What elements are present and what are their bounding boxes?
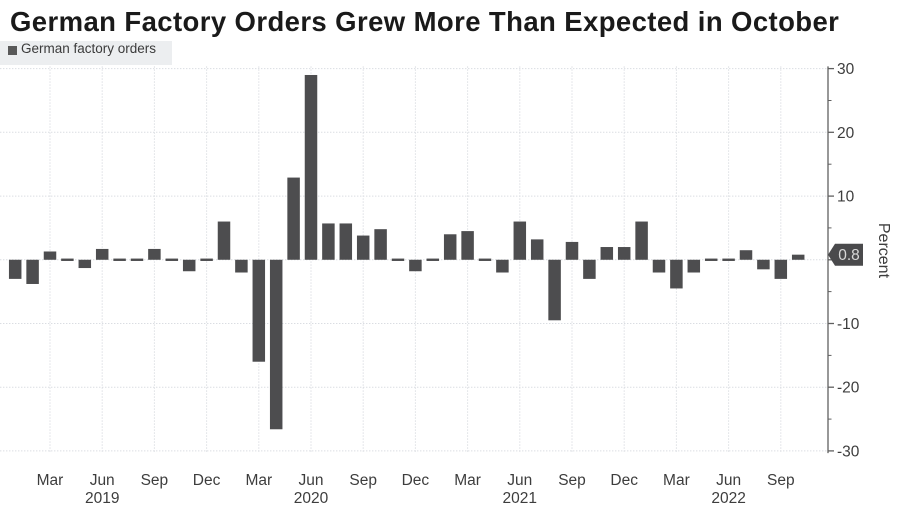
svg-text:-10: -10 xyxy=(837,316,860,333)
svg-text:Sep: Sep xyxy=(558,472,586,489)
svg-text:2022: 2022 xyxy=(711,490,745,507)
svg-text:Percent: Percent xyxy=(875,223,892,279)
svg-text:Dec: Dec xyxy=(193,472,221,489)
svg-text:20: 20 xyxy=(837,125,855,142)
svg-text:Dec: Dec xyxy=(402,472,430,489)
svg-text:Jun: Jun xyxy=(716,472,741,489)
svg-text:2019: 2019 xyxy=(85,490,119,507)
svg-text:Dec: Dec xyxy=(610,472,638,489)
svg-text:Mar: Mar xyxy=(663,472,690,489)
svg-text:-20: -20 xyxy=(837,380,860,397)
svg-text:2021: 2021 xyxy=(503,490,537,507)
svg-text:-30: -30 xyxy=(837,443,860,460)
svg-text:30: 30 xyxy=(837,61,855,78)
svg-text:0.8: 0.8 xyxy=(838,247,860,264)
svg-text:Mar: Mar xyxy=(454,472,481,489)
svg-text:Jun: Jun xyxy=(507,472,532,489)
svg-text:Sep: Sep xyxy=(767,472,795,489)
svg-text:Sep: Sep xyxy=(141,472,169,489)
svg-text:Mar: Mar xyxy=(245,472,272,489)
svg-text:2020: 2020 xyxy=(294,490,329,507)
svg-text:Jun: Jun xyxy=(90,472,115,489)
svg-text:Jun: Jun xyxy=(299,472,324,489)
svg-text:Mar: Mar xyxy=(37,472,64,489)
svg-text:10: 10 xyxy=(837,189,855,206)
svg-text:Sep: Sep xyxy=(349,472,377,489)
